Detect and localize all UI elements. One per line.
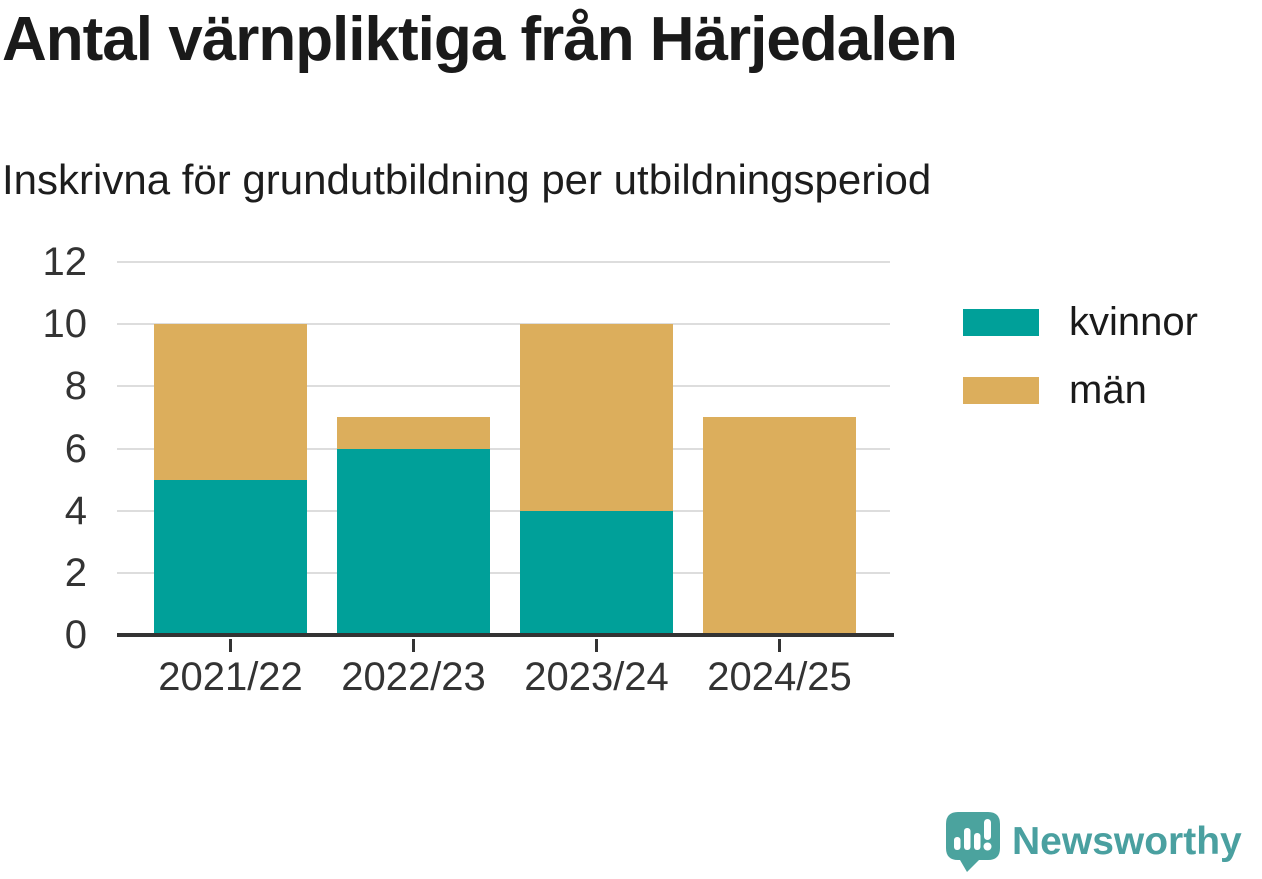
branding: Newsworthy <box>946 812 1242 872</box>
gridline-y10 <box>117 323 890 326</box>
gridline-y8 <box>117 385 890 388</box>
gridline-y4 <box>117 509 890 512</box>
legend-swatch-kvinnor <box>963 308 1039 336</box>
x-axis-line <box>117 633 894 637</box>
bar-segment-kvinnor <box>337 448 490 635</box>
legend-label: kvinnor <box>1069 300 1198 344</box>
x-tick <box>595 639 598 652</box>
y-tick-label: 2 <box>64 550 87 595</box>
y-tick-label: 6 <box>64 426 87 471</box>
chart-title: Antal värnpliktiga från Härjedalen <box>2 5 958 74</box>
y-tick-label: 4 <box>64 488 87 533</box>
bar-segment-män <box>154 324 307 480</box>
gridline-y12 <box>117 261 890 263</box>
chart-subtitle: Inskrivna för grundutbildning per utbild… <box>2 156 932 203</box>
legend-item-män: män <box>963 370 1198 410</box>
gridline-y2 <box>117 571 890 574</box>
bar-2022/23 <box>337 417 490 635</box>
chart-legend: kvinnor män <box>963 302 1198 438</box>
bar-segment-män <box>337 417 490 449</box>
bar-segment-kvinnor <box>520 510 673 635</box>
x-tick-label: 2021/22 <box>158 655 303 699</box>
y-tick-label: 12 <box>42 240 88 284</box>
bar-segment-män <box>703 417 856 635</box>
x-tick <box>412 639 415 652</box>
bar-segment-män <box>520 324 673 511</box>
plot-area <box>117 261 894 637</box>
y-tick-label: 10 <box>42 302 88 347</box>
x-tick-label: 2022/23 <box>341 655 486 699</box>
y-tick-label: 0 <box>64 613 87 657</box>
x-tick-label: 2023/24 <box>524 655 669 699</box>
legend-label: män <box>1069 368 1147 412</box>
branding-name: Newsworthy <box>1012 820 1242 863</box>
y-tick-label: 8 <box>64 364 87 409</box>
bar-2021/22 <box>154 324 307 635</box>
x-tick <box>778 639 781 652</box>
legend-swatch-män <box>963 376 1039 404</box>
bar-segment-kvinnor <box>154 479 307 635</box>
gridline-y6 <box>117 447 890 450</box>
bar-2023/24 <box>520 324 673 635</box>
newsworthy-logo-icon <box>946 812 1000 872</box>
x-tick-label: 2024/25 <box>707 655 852 699</box>
bar-2024/25 <box>703 417 856 635</box>
legend-item-kvinnor: kvinnor <box>963 302 1198 342</box>
x-tick <box>229 639 232 652</box>
